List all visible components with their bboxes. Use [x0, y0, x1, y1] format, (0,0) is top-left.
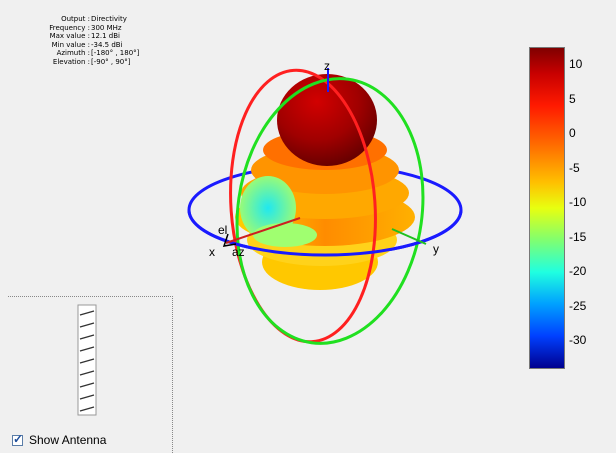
- x-axis-line: [225, 217, 301, 244]
- checkmark-icon: ✓: [13, 431, 24, 446]
- azimuth-ring-front: [187, 209, 463, 257]
- plot-info-panel: Output : Directivity Frequency :300 MHz M…: [10, 15, 139, 67]
- info-row-output: Output : Directivity: [61, 15, 127, 23]
- origin-marker: [222, 233, 237, 247]
- colorbar-tick: 10: [569, 57, 583, 71]
- colorbar-tick: -30: [569, 333, 587, 347]
- info-row-elevation: Elevation : [-90° , 90°]: [52, 57, 131, 66]
- azimuth-label: az: [232, 245, 245, 259]
- info-row-azimuth: Azimuth : [-180° , 180°]: [56, 49, 140, 58]
- colorbar: [529, 47, 565, 369]
- y-axis-line: [391, 228, 427, 245]
- helix-antenna-icon: [77, 304, 97, 416]
- elevation-label: el: [218, 223, 227, 237]
- show-antenna-checkbox[interactable]: ✓: [12, 431, 24, 446]
- info-row-max: Max value :12.1 dBi: [49, 32, 121, 41]
- radiation-pattern-surface: [235, 74, 415, 290]
- colorbar-tick: 5: [569, 92, 576, 106]
- colorbar-tick: -10: [569, 195, 587, 209]
- colorbar-tick: 0: [569, 126, 576, 140]
- x-axis-label: x: [209, 245, 215, 259]
- info-row-min: Min value : -34.5 dBi: [51, 40, 123, 49]
- colorbar-tick: -25: [569, 299, 587, 313]
- show-antenna-label: Show Antenna: [29, 433, 107, 447]
- colorbar-tick: -15: [569, 230, 587, 244]
- colorbar-tick: -5: [569, 161, 580, 175]
- antenna-preview-panel: [8, 296, 173, 453]
- show-antenna-toggle[interactable]: ✓ Show Antenna: [12, 431, 107, 447]
- colorbar-tick: -20: [569, 264, 587, 278]
- elevation-ring-green: [235, 77, 425, 345]
- y-axis-label: y: [433, 242, 439, 256]
- z-axis-label: z: [324, 59, 330, 73]
- info-row-frequency: Frequency :300 MHz: [49, 23, 122, 32]
